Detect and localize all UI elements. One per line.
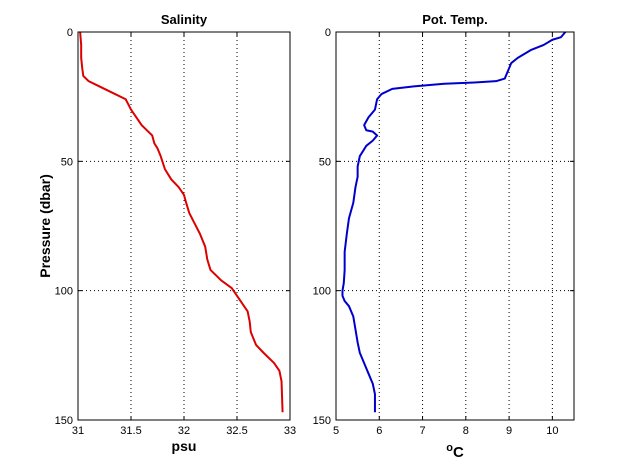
salinity-xtick-label-0: 31 (72, 425, 84, 437)
salinity-ytick-label-1: 50 (61, 156, 73, 168)
pot-temp-ytick-label-2: 100 (313, 286, 331, 298)
salinity-ytick-label-3: 150 (55, 415, 73, 427)
pot-temp-ytick-label-1: 50 (319, 156, 331, 168)
pot-temp-xlabel: oC (446, 442, 464, 461)
salinity-ytick-label-2: 100 (55, 286, 73, 298)
pot-temp-title: Pot. Temp. (422, 12, 487, 27)
salinity-ylabel: Pressure (dbar) (37, 174, 53, 277)
pot-temp-ytick-label-3: 150 (313, 415, 331, 427)
salinity-axes-frame (77, 31, 291, 421)
salinity-ytick-label-0: 0 (67, 27, 73, 39)
pot-temp-xtick-label-2: 7 (419, 425, 425, 437)
pot-temp-profile-line (341, 31, 567, 413)
pot-temp-xtick-label-5: 10 (546, 425, 558, 437)
pot-temp-axes-frame (335, 31, 575, 421)
salinity-title: Salinity (161, 12, 208, 27)
pot-temp-ytick-label-0: 0 (325, 27, 331, 39)
pot-temp-xtick-label-3: 8 (463, 425, 469, 437)
salinity-xtick-label-3: 32.5 (226, 425, 247, 437)
salinity-xtick-label-4: 33 (284, 425, 296, 437)
salinity-xtick-label-2: 32 (178, 425, 190, 437)
salinity-xlabel: psu (172, 438, 197, 454)
salinity-profile-line (79, 31, 284, 413)
salinity-plot: 31 31.5 32 32.5 33 0 50 100 150 Salinity psu Pressu… (37, 12, 296, 454)
pot-temp-xtick-label-1: 6 (376, 425, 382, 437)
pot-temp-xtick-label-4: 9 (506, 425, 512, 437)
pot-temp-xtick-label-0: 5 (333, 425, 339, 437)
salinity-xtick-label-1: 31.5 (120, 425, 141, 437)
